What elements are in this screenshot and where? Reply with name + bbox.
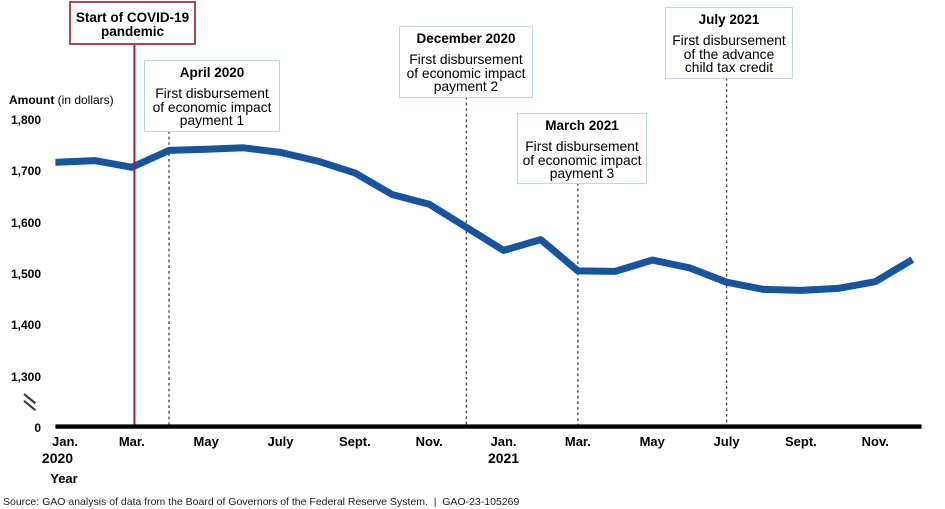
x-tick-label: May <box>639 434 665 449</box>
y-axis-title: Amount (in dollars) <box>9 92 114 108</box>
annotation-body-line: First disbursement <box>409 52 523 67</box>
x-tick-label: Nov. <box>415 434 443 449</box>
annotation-body-line: of economic impact <box>522 152 642 168</box>
x-axis-title: Year <box>50 471 78 486</box>
x-tick-label: July <box>713 434 740 449</box>
y-axis-title-units: (in dollars) <box>54 93 114 107</box>
annotation-title: July 2021 <box>698 12 760 27</box>
annotation-title-line: Start of COVID-19 <box>75 10 190 25</box>
annotation-body-line: First disbursement <box>525 139 639 154</box>
annotation-title: April 2020 <box>179 65 245 80</box>
data-series-line <box>54 144 915 294</box>
annotation-box-payment-2: December 2020 First disbursement of econ… <box>399 26 533 98</box>
annotation-box-covid-start: Start of COVID-19 pandemic <box>69 1 196 45</box>
annotation-body-line: of the advance <box>683 46 775 62</box>
y-tick-label: 1,700 <box>10 164 41 179</box>
x-tick-label: July <box>267 434 294 449</box>
annotation-body-line: payment 2 <box>433 79 499 95</box>
annotation-body-line: payment 1 <box>179 113 245 129</box>
y-tick-label: 1,300 <box>10 369 41 384</box>
y-tick-label: 1,400 <box>10 318 41 333</box>
x-tick-label: Nov. <box>861 434 889 449</box>
x-tick-label: May <box>193 434 219 449</box>
x-tick-label: Mar. <box>118 434 145 449</box>
x-axis-line <box>55 424 922 429</box>
x-tick-label: Sept. <box>338 434 371 449</box>
annotation-body: First disbursement of economic impact pa… <box>400 53 532 94</box>
y-axis-break-marks <box>23 393 37 412</box>
y-tick-label: 1,500 <box>10 267 41 281</box>
annotation-box-payment-1: April 2020 First disbursement of economi… <box>144 60 280 132</box>
annotation-title-line: pandemic <box>100 24 165 39</box>
x-tick-label: Mar. <box>564 434 591 449</box>
annotation-body-line: First disbursement <box>155 86 269 101</box>
annotation-body-line: child tax credit <box>684 60 774 76</box>
x-tick-label: Jan. <box>51 434 78 449</box>
annotation-box-child-tax-credit: July 2021 First disbursement of the adva… <box>665 7 793 79</box>
annotation-box-payment-3: March 2021 First disbursement of economi… <box>517 113 647 184</box>
y-tick-label: 1,800 <box>10 113 41 128</box>
annotation-body: First disbursement of the advance child … <box>666 34 792 75</box>
source-note: Source: GAO analysis of data from the Bo… <box>3 496 520 508</box>
annotation-body: First disbursement of economic impact pa… <box>145 87 279 128</box>
annotation-body: First disbursement of economic impact pa… <box>518 140 646 181</box>
annotation-body-line: payment 3 <box>549 166 615 182</box>
x-year-label: 2020 <box>41 450 74 466</box>
x-year-label: 2021 <box>487 450 520 466</box>
annotation-body-line: of economic impact <box>406 65 526 81</box>
y-axis-title-bold: Amount <box>9 93 55 107</box>
annotation-body-line: First disbursement <box>672 33 786 48</box>
y-tick-label: 1,600 <box>10 215 41 230</box>
annotation-dashed-lines <box>168 78 728 426</box>
annotation-title: March 2021 <box>545 118 619 133</box>
annotation-body-line: of economic impact <box>152 99 272 115</box>
annotation-title: Start of COVID-19 pandemic <box>71 11 194 39</box>
x-tick-label: Sept. <box>784 434 817 449</box>
y-tick-label-zero: 0 <box>34 420 41 435</box>
x-tick-label: Jan. <box>490 434 517 449</box>
annotation-title: December 2020 <box>416 31 516 46</box>
